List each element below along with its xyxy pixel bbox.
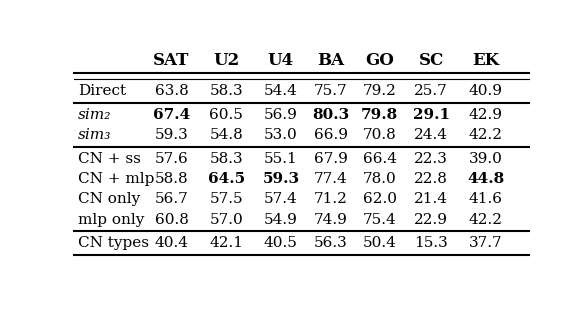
Text: 40.4: 40.4 (155, 236, 189, 250)
Text: 25.7: 25.7 (415, 84, 448, 98)
Text: EK: EK (472, 52, 499, 69)
Text: 40.5: 40.5 (264, 236, 298, 250)
Text: 70.8: 70.8 (363, 128, 396, 142)
Text: U2: U2 (213, 52, 239, 69)
Text: 42.9: 42.9 (469, 108, 503, 122)
Text: 57.4: 57.4 (264, 192, 298, 207)
Text: 55.1: 55.1 (264, 152, 298, 166)
Text: 56.3: 56.3 (314, 236, 348, 250)
Text: 29.1: 29.1 (413, 108, 450, 122)
Text: 66.9: 66.9 (314, 128, 348, 142)
Text: 79.2: 79.2 (363, 84, 397, 98)
Text: sim₂: sim₂ (78, 108, 112, 122)
Text: 60.8: 60.8 (155, 212, 188, 226)
Text: 59.3: 59.3 (155, 128, 188, 142)
Text: 78.0: 78.0 (363, 172, 396, 186)
Text: 71.2: 71.2 (314, 192, 348, 207)
Text: CN types: CN types (78, 236, 149, 250)
Text: 54.8: 54.8 (209, 128, 243, 142)
Text: 56.9: 56.9 (264, 108, 298, 122)
Text: 64.5: 64.5 (208, 172, 245, 186)
Text: 59.3: 59.3 (262, 172, 299, 186)
Text: 42.2: 42.2 (469, 128, 503, 142)
Text: 44.8: 44.8 (467, 172, 505, 186)
Text: 54.9: 54.9 (264, 212, 298, 226)
Text: 22.3: 22.3 (415, 152, 448, 166)
Text: 58.3: 58.3 (209, 84, 243, 98)
Text: 42.2: 42.2 (469, 212, 503, 226)
Text: sim₃: sim₃ (78, 128, 112, 142)
Text: 58.8: 58.8 (155, 172, 188, 186)
Text: 66.4: 66.4 (363, 152, 397, 166)
Text: 77.4: 77.4 (314, 172, 348, 186)
Text: 37.7: 37.7 (469, 236, 503, 250)
Text: CN + mlp: CN + mlp (78, 172, 155, 186)
Text: mlp only: mlp only (78, 212, 145, 226)
Text: BA: BA (318, 52, 345, 69)
Text: 63.8: 63.8 (155, 84, 188, 98)
Text: 40.9: 40.9 (469, 84, 503, 98)
Text: 79.8: 79.8 (361, 108, 398, 122)
Text: CN + ss: CN + ss (78, 152, 141, 166)
Text: 41.6: 41.6 (469, 192, 503, 207)
Text: SAT: SAT (153, 52, 190, 69)
Text: 75.7: 75.7 (314, 84, 348, 98)
Text: U4: U4 (268, 52, 294, 69)
Text: 60.5: 60.5 (209, 108, 243, 122)
Text: SC: SC (419, 52, 444, 69)
Text: 75.4: 75.4 (363, 212, 396, 226)
Text: 58.3: 58.3 (209, 152, 243, 166)
Text: 74.9: 74.9 (314, 212, 348, 226)
Text: 80.3: 80.3 (312, 108, 350, 122)
Text: Direct: Direct (78, 84, 126, 98)
Text: 53.0: 53.0 (264, 128, 298, 142)
Text: 57.0: 57.0 (209, 212, 243, 226)
Text: CN only: CN only (78, 192, 141, 207)
Text: 57.6: 57.6 (155, 152, 188, 166)
Text: 22.9: 22.9 (414, 212, 448, 226)
Text: 39.0: 39.0 (469, 152, 503, 166)
Text: 54.4: 54.4 (264, 84, 298, 98)
Text: 57.5: 57.5 (209, 192, 243, 207)
Text: 56.7: 56.7 (155, 192, 188, 207)
Text: 42.1: 42.1 (209, 236, 243, 250)
Text: 15.3: 15.3 (415, 236, 448, 250)
Text: 62.0: 62.0 (363, 192, 397, 207)
Text: 21.4: 21.4 (414, 192, 448, 207)
Text: 67.4: 67.4 (153, 108, 190, 122)
Text: 67.9: 67.9 (314, 152, 348, 166)
Text: GO: GO (365, 52, 394, 69)
Text: 50.4: 50.4 (363, 236, 397, 250)
Text: 22.8: 22.8 (415, 172, 448, 186)
Text: 24.4: 24.4 (414, 128, 448, 142)
